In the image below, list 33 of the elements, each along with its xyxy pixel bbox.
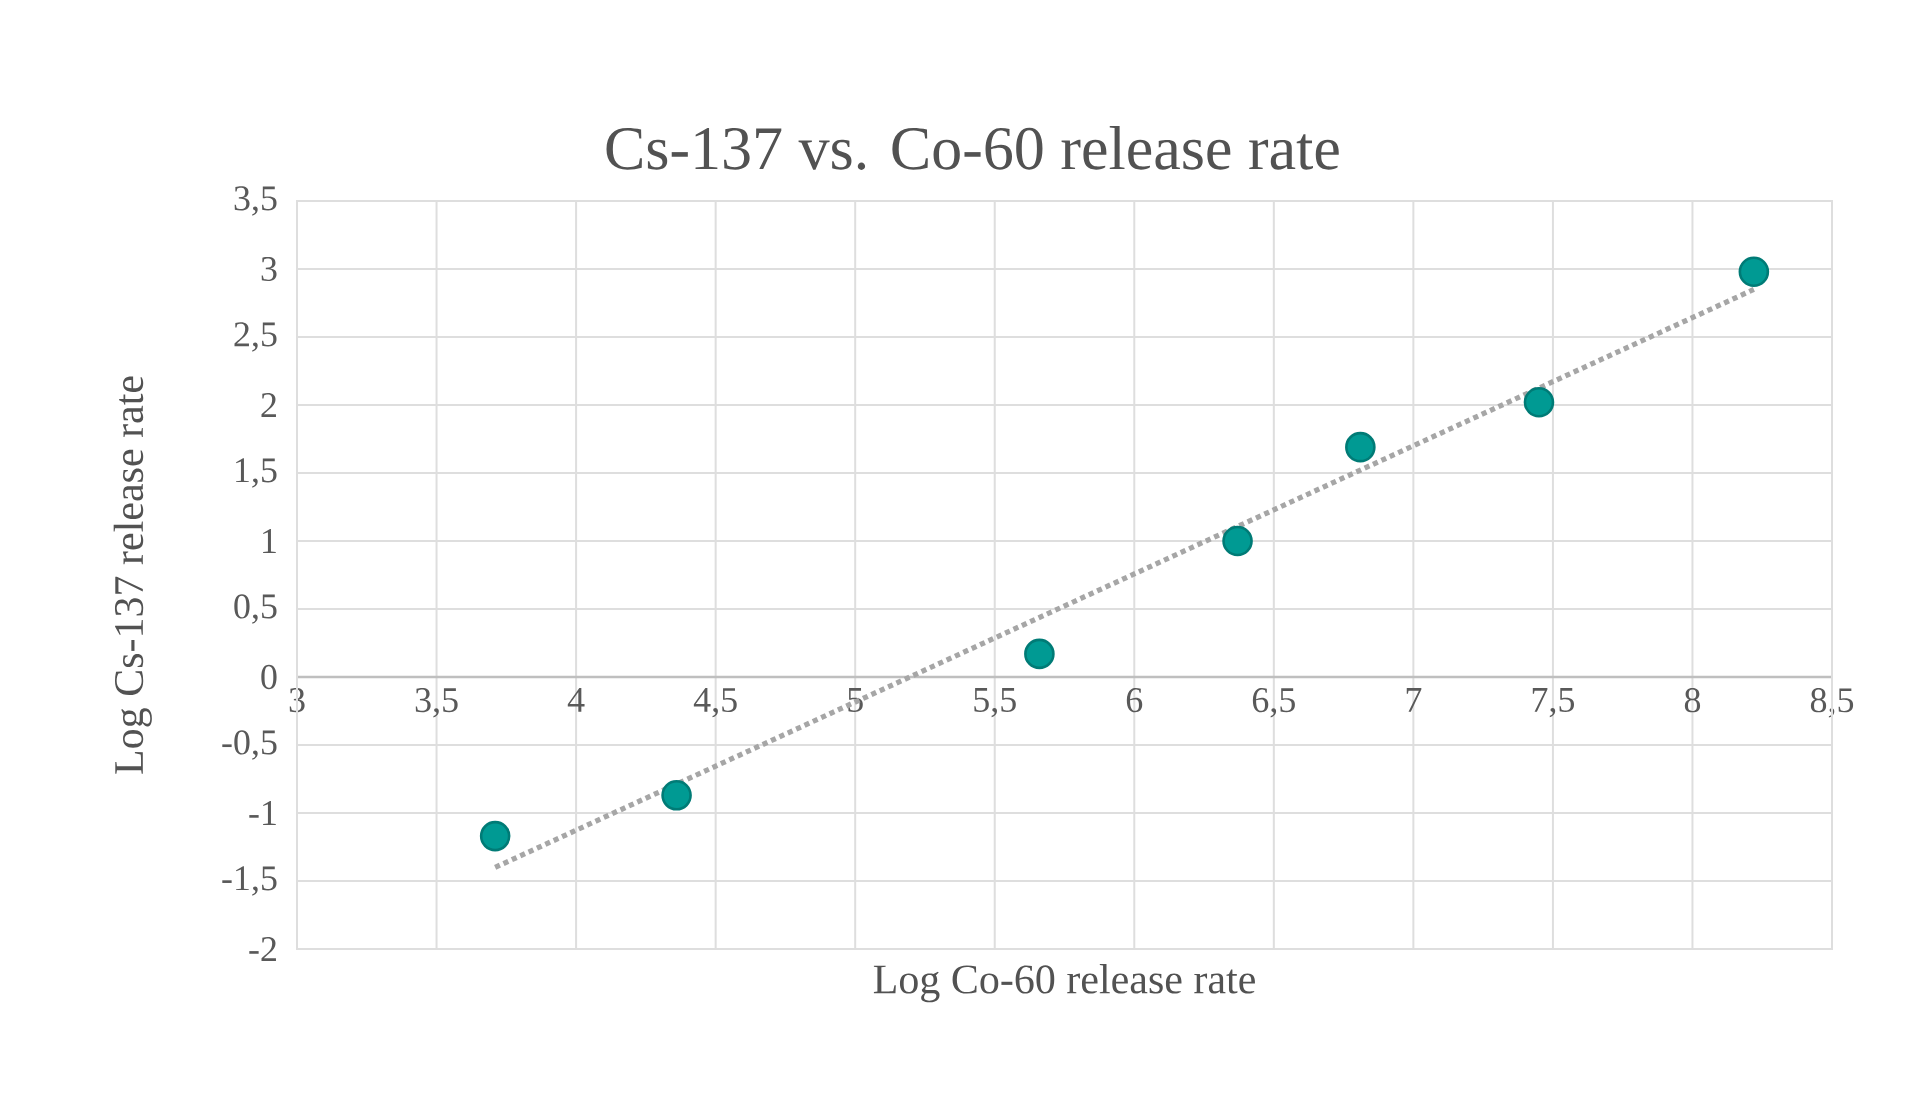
x-tick-label: 7,5	[1532, 688, 1575, 718]
x-tick-label: 8,5	[1810, 688, 1854, 718]
y-tick-label: 1,5	[236, 458, 277, 488]
point	[479, 820, 511, 852]
point	[1222, 525, 1253, 557]
point	[661, 780, 692, 811]
y-tick-label: 1	[263, 529, 276, 553]
y-tick-label: 2	[261, 393, 276, 417]
x-tick-label: 4,5	[693, 688, 737, 718]
y-tick-label: -0,5	[222, 730, 277, 760]
chart-title: Cs-137 vs. Co-60 release rate	[606, 126, 1339, 170]
x-tick-label: 4	[567, 688, 585, 712]
x-tick-label: 3,5	[415, 688, 458, 718]
x-tick-label: 6	[1126, 688, 1143, 713]
y-tick-label: 3,5	[234, 186, 277, 216]
y-axis-title: Log Cs-137 release rate	[113, 376, 152, 774]
x-tick-label: 6,5	[1252, 688, 1295, 718]
point	[1523, 386, 1555, 418]
x-tick-label: 7	[1406, 688, 1422, 712]
x-tick-label: 5	[848, 688, 863, 712]
x-tick-label: 5,5	[974, 688, 1016, 718]
y-tick-label: 0,5	[234, 594, 277, 624]
point	[1024, 638, 1055, 670]
point	[1345, 431, 1376, 463]
y-tick-label: -1,5	[222, 866, 277, 896]
y-tick-label: -2	[249, 937, 276, 961]
y-tick-label: 2,5	[234, 322, 277, 352]
y-tick-label: -1	[249, 801, 276, 825]
x-axis-title: Log Co-60 release rate	[873, 964, 1255, 1003]
x-tick-label: 8	[1684, 688, 1701, 713]
y-tick-label: 0	[261, 664, 277, 690]
point	[1738, 256, 1770, 288]
y-tick-label: 3	[261, 256, 277, 282]
